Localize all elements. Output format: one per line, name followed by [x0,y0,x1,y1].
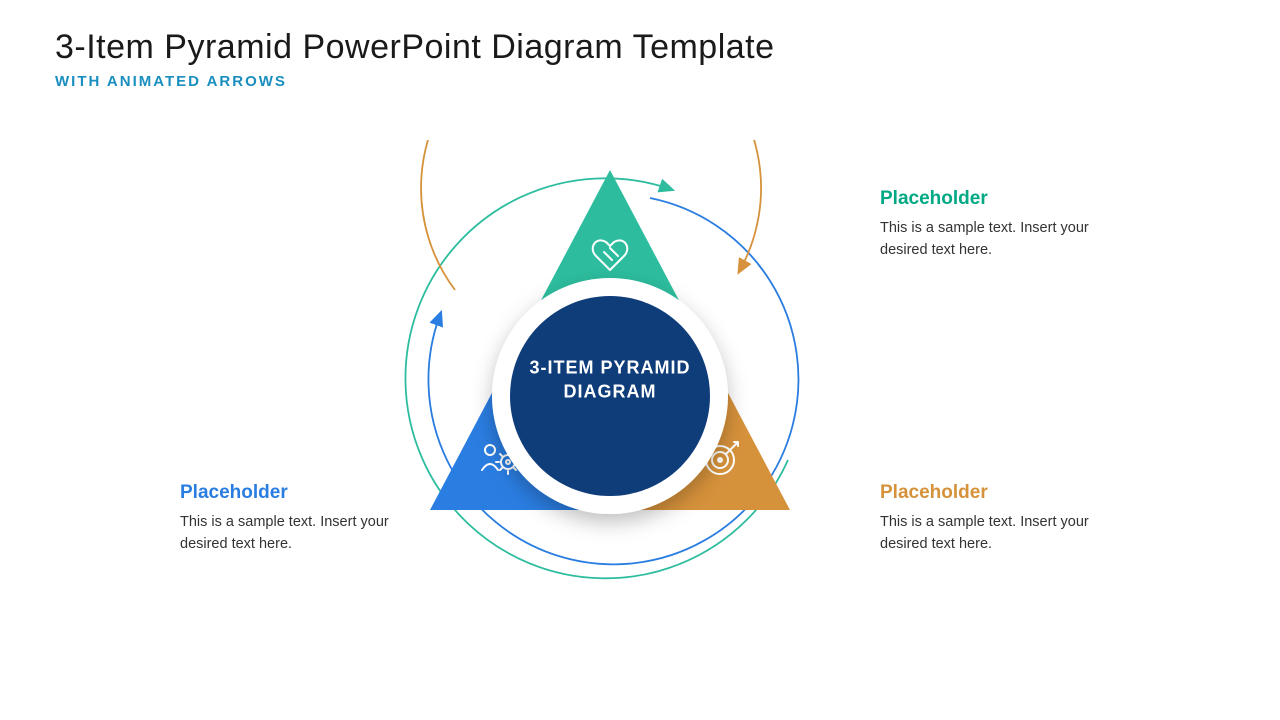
center-label: 3-ITEM PYRAMID DIAGRAM [520,356,700,405]
callout-left-title: Placeholder [180,482,420,504]
callout-top: Placeholder This is a sample text. Inser… [880,188,1120,262]
pyramid-diagram: 3-ITEM PYRAMID DIAGRAM [370,140,850,620]
header: 3-Item Pyramid PowerPoint Diagram Templa… [55,28,775,90]
page-title: 3-Item Pyramid PowerPoint Diagram Templa… [55,28,775,67]
callout-left: Placeholder This is a sample text. Inser… [180,482,420,556]
callout-top-title: Placeholder [880,188,1120,210]
callout-right: Placeholder This is a sample text. Inser… [880,482,1120,556]
callout-right-body: This is a sample text. Insert your desir… [880,512,1120,556]
page-subtitle: WITH ANIMATED ARROWS [55,73,775,90]
callout-right-title: Placeholder [880,482,1120,504]
callout-top-body: This is a sample text. Insert your desir… [880,218,1120,262]
callout-left-body: This is a sample text. Insert your desir… [180,512,420,556]
